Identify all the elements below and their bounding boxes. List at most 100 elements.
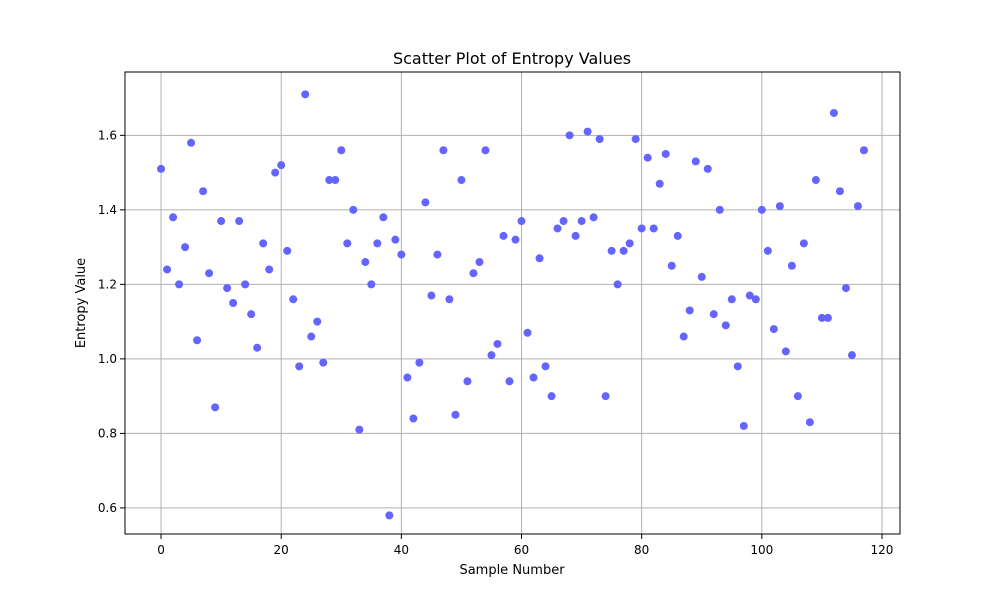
data-point xyxy=(859,146,868,155)
y-axis-label: Entropy Value xyxy=(74,258,89,348)
data-point xyxy=(451,410,460,419)
data-point xyxy=(301,90,310,99)
data-point xyxy=(745,291,754,300)
data-point xyxy=(187,138,196,147)
data-point xyxy=(589,213,598,222)
data-point xyxy=(595,135,604,144)
data-point xyxy=(649,224,658,233)
y-tick-label: 0.8 xyxy=(98,426,117,440)
data-point xyxy=(355,425,364,434)
x-tick-label: 0 xyxy=(157,543,165,557)
data-point xyxy=(541,362,550,371)
data-point xyxy=(181,243,190,252)
data-point xyxy=(661,149,670,158)
y-tick-label: 1.2 xyxy=(98,277,117,291)
data-point xyxy=(835,187,844,196)
data-point xyxy=(805,418,814,427)
data-point xyxy=(217,217,226,226)
data-point xyxy=(211,403,220,412)
y-tick-label: 1.6 xyxy=(98,128,117,142)
data-point xyxy=(223,284,232,293)
data-point xyxy=(685,306,694,315)
data-point xyxy=(457,176,466,185)
data-point xyxy=(841,284,850,293)
data-point xyxy=(445,295,454,304)
data-point xyxy=(313,317,322,326)
data-point xyxy=(559,217,568,226)
data-point xyxy=(325,176,334,185)
data-point xyxy=(409,414,418,423)
data-point xyxy=(625,239,634,248)
data-point xyxy=(679,332,688,341)
data-point xyxy=(499,231,508,240)
data-point xyxy=(817,313,826,322)
data-point xyxy=(751,295,760,304)
data-point xyxy=(421,198,430,207)
data-point xyxy=(607,246,616,255)
data-point xyxy=(529,373,538,382)
data-point xyxy=(505,377,514,386)
data-point xyxy=(793,392,802,401)
y-tick-label: 1.4 xyxy=(98,203,117,217)
data-point xyxy=(697,272,706,281)
data-point xyxy=(613,280,622,289)
y-tick-label: 0.6 xyxy=(98,501,117,515)
data-point xyxy=(247,310,256,319)
data-point xyxy=(403,373,412,382)
data-point xyxy=(367,280,376,289)
data-point xyxy=(427,291,436,300)
data-point xyxy=(397,250,406,259)
data-point xyxy=(289,295,298,304)
data-point xyxy=(463,377,472,386)
data-point xyxy=(271,168,280,177)
data-point xyxy=(253,343,262,352)
data-point xyxy=(343,239,352,248)
data-point xyxy=(475,258,484,267)
data-point xyxy=(715,205,724,214)
data-point xyxy=(547,392,556,401)
data-point xyxy=(775,202,784,211)
data-point xyxy=(481,146,490,155)
data-point xyxy=(433,250,442,259)
data-point xyxy=(277,161,286,170)
data-point xyxy=(571,231,580,240)
data-point xyxy=(469,269,478,278)
data-point xyxy=(319,358,328,367)
data-point xyxy=(175,280,184,289)
data-point xyxy=(847,351,856,360)
data-point xyxy=(295,362,304,371)
data-point xyxy=(853,202,862,211)
data-point xyxy=(703,164,712,173)
data-points xyxy=(157,90,868,520)
data-point xyxy=(493,339,502,348)
data-point xyxy=(331,176,340,185)
data-point xyxy=(169,213,178,222)
data-point xyxy=(337,146,346,155)
data-point xyxy=(631,135,640,144)
x-axis-label: Sample Number xyxy=(459,563,565,578)
data-point xyxy=(577,217,586,226)
data-point xyxy=(163,265,172,274)
data-point xyxy=(523,328,532,337)
data-point xyxy=(517,217,526,226)
data-point xyxy=(157,164,166,173)
chart-title: Scatter Plot of Entropy Values xyxy=(393,49,631,68)
data-point xyxy=(769,325,778,334)
x-tick-label: 60 xyxy=(514,543,529,557)
x-tick-label: 20 xyxy=(274,543,289,557)
data-point xyxy=(781,347,790,356)
x-tick-label: 80 xyxy=(634,543,649,557)
data-point xyxy=(553,224,562,233)
data-point xyxy=(415,358,424,367)
data-point xyxy=(823,313,832,322)
data-point xyxy=(283,246,292,255)
grid xyxy=(125,72,900,534)
x-axis-ticks: 0 20 40 60 80 100 120 xyxy=(157,534,893,557)
y-axis-ticks: 0.6 0.8 1.0 1.2 1.4 1.6 xyxy=(98,128,125,515)
data-point xyxy=(637,224,646,233)
data-point xyxy=(799,239,808,248)
data-point xyxy=(535,254,544,263)
data-point xyxy=(727,295,736,304)
x-tick-label: 40 xyxy=(394,543,409,557)
